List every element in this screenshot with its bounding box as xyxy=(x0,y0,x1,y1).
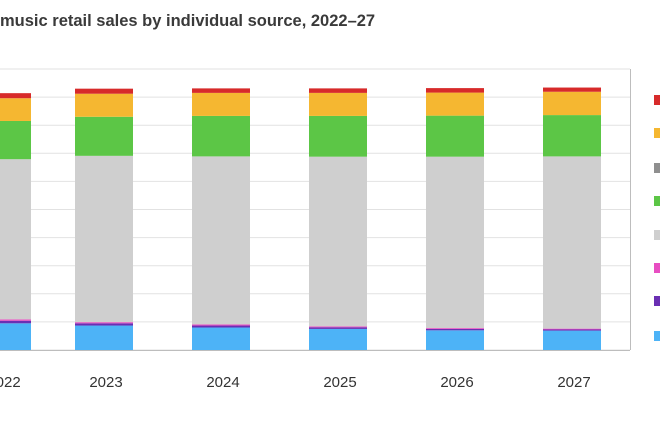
bar-segment xyxy=(75,155,133,323)
bar-segment xyxy=(543,156,601,329)
x-tick-label: 2023 xyxy=(89,374,122,391)
bar-segment xyxy=(0,159,31,320)
legend-swatch xyxy=(654,128,660,138)
bar-segment xyxy=(543,91,601,116)
bar-segment xyxy=(0,320,31,324)
chart-title: music retail sales by individual source,… xyxy=(0,12,376,30)
x-tick-label: 2024 xyxy=(206,374,239,391)
bar-segment xyxy=(309,326,367,328)
bar-segment xyxy=(0,93,31,99)
bar-segment xyxy=(192,327,250,350)
x-tick-label: 2026 xyxy=(440,374,473,391)
bar-segment xyxy=(426,92,484,116)
bar-segment xyxy=(0,98,31,121)
bar-segment xyxy=(75,93,133,117)
bar-segment xyxy=(543,87,601,92)
bar-segment xyxy=(426,328,484,329)
bar-segment xyxy=(426,328,484,331)
legend-swatch xyxy=(654,95,660,105)
bar-segment xyxy=(75,322,133,324)
bar-segment xyxy=(309,88,367,93)
bar-segment xyxy=(75,88,133,94)
bar-segment xyxy=(426,156,484,329)
bar-segment xyxy=(192,115,250,157)
bar-segment xyxy=(192,325,250,328)
bar-segment xyxy=(192,92,250,116)
bar-segment xyxy=(75,116,133,156)
bar-segment xyxy=(426,115,484,157)
bar-segment xyxy=(75,325,133,350)
legend-swatch xyxy=(654,163,660,173)
bar-segment xyxy=(192,324,250,326)
bar-segment xyxy=(543,115,601,157)
bar-segment xyxy=(309,92,367,116)
bar-segment xyxy=(309,156,367,327)
x-tick-label: 2025 xyxy=(323,374,356,391)
bar-segment xyxy=(309,328,367,350)
legend-swatch xyxy=(654,331,660,341)
bar-segment xyxy=(543,328,601,330)
bar-segment xyxy=(192,156,250,325)
bar-segment xyxy=(426,330,484,350)
bar-segment xyxy=(309,327,367,329)
bar-segment xyxy=(192,88,250,93)
bar-segment xyxy=(0,120,31,160)
legend-swatch xyxy=(654,296,660,306)
bar-segment xyxy=(309,115,367,157)
bar-segment xyxy=(0,323,31,350)
bar-segment xyxy=(543,330,601,350)
bar-segment xyxy=(543,329,601,331)
bar-segment xyxy=(0,319,31,321)
bar-segment xyxy=(426,88,484,93)
legend-swatch xyxy=(654,230,660,240)
x-tick-label: 2027 xyxy=(557,374,590,391)
bar-segment xyxy=(75,323,133,326)
x-tick-label: 2022 xyxy=(0,374,21,391)
legend-swatch xyxy=(654,196,660,206)
legend-swatch xyxy=(654,263,660,273)
